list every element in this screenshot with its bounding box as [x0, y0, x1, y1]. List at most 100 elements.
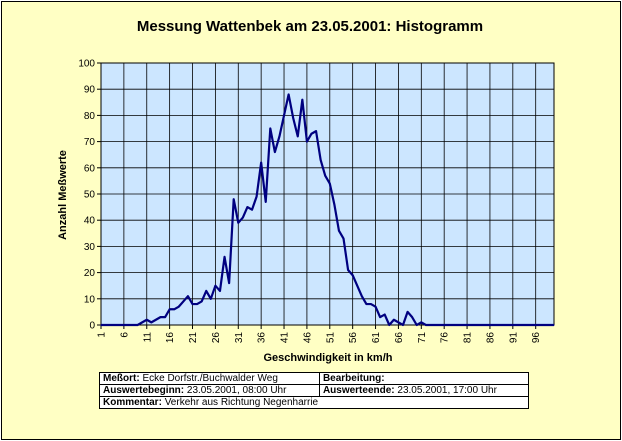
data-point: [223, 256, 226, 258]
x-tick-label: 76: [440, 332, 451, 344]
data-point: [269, 127, 271, 130]
x-tick-label: 21: [188, 332, 199, 344]
data-point: [548, 324, 551, 326]
data-point: [210, 298, 212, 300]
x-tick-label: 51: [325, 332, 336, 344]
data-point: [448, 324, 450, 326]
data-point: [201, 300, 203, 303]
data-point: [461, 324, 464, 326]
data-point: [292, 117, 294, 119]
data-point: [219, 290, 221, 292]
data-point: [246, 206, 249, 208]
data-point: [141, 321, 143, 323]
kommentar-value: Verkehr aus Richtung Negenharrie: [164, 397, 319, 408]
kommentar-cell: Kommentar: Verkehr aus Richtung Negenhar…: [99, 396, 529, 409]
x-tick-label: 61: [371, 332, 382, 344]
auswertebeginn-value: 23.05.2001, 08:00 Uhr: [186, 385, 287, 396]
auswertebeginn-label: Auswertebeginn:: [103, 385, 185, 396]
x-tick-label: 56: [348, 332, 359, 344]
data-point: [489, 324, 491, 326]
data-point: [535, 324, 537, 326]
data-point: [466, 324, 468, 326]
data-point: [480, 324, 482, 326]
messort-value: Ecke Dorfstr./Buchwalder Weg: [142, 373, 278, 384]
x-tick-label: 96: [531, 332, 542, 344]
data-point: [242, 216, 244, 219]
data-point: [164, 316, 166, 318]
data-point: [338, 230, 340, 232]
data-point: [187, 295, 189, 297]
y-tick-label: 60: [84, 163, 96, 174]
data-point: [434, 324, 436, 326]
auswerteende-label: Auswerteende:: [322, 385, 395, 396]
y-tick-label: 80: [84, 111, 96, 122]
data-point: [512, 324, 514, 326]
x-tick-label: 41: [280, 332, 291, 344]
data-point: [278, 135, 281, 137]
data-point: [416, 324, 418, 326]
data-point: [109, 324, 111, 326]
x-tick-label: 11: [142, 332, 153, 343]
data-point: [233, 198, 235, 200]
data-point: [100, 324, 102, 326]
data-point: [123, 324, 125, 326]
y-tick-label: 90: [84, 85, 96, 96]
data-point: [260, 161, 262, 164]
x-tick-label: 81: [463, 332, 474, 344]
data-point: [539, 324, 541, 326]
data-point: [365, 303, 367, 305]
data-point: [342, 237, 345, 240]
data-point: [521, 324, 523, 326]
info-row-auswertung: Auswertebeginn: 23.05.2001, 08:00 Uhr Au…: [99, 384, 530, 397]
data-point: [406, 311, 409, 313]
data-point: [169, 308, 171, 310]
data-point: [173, 308, 175, 310]
data-point: [507, 324, 509, 326]
data-point: [205, 290, 207, 292]
data-point: [475, 324, 477, 326]
y-axis-ticks: 0 10 20 30 40 50 60 70 80 90 100: [78, 59, 101, 332]
x-tick-label: 6: [119, 332, 130, 338]
data-point: [388, 324, 390, 326]
info-table: Meßort: Ecke Dorfstr./Buchwalder Weg Bea…: [99, 372, 530, 409]
data-point: [544, 324, 546, 326]
x-tick-label: 31: [234, 332, 245, 344]
data-point: [370, 303, 372, 305]
x-tick-label: 86: [485, 332, 496, 344]
data-point: [411, 316, 413, 318]
data-point: [484, 324, 486, 326]
y-tick-label: 70: [84, 137, 96, 148]
data-point: [214, 285, 216, 287]
data-point: [283, 114, 285, 116]
data-point: [439, 324, 441, 326]
y-tick-label: 20: [84, 268, 96, 279]
data-point: [393, 319, 395, 321]
x-tick-label: 16: [165, 332, 176, 344]
data-point: [150, 321, 152, 323]
data-point: [159, 316, 162, 318]
x-tick-label: 1: [97, 332, 108, 338]
messort-label: Meßort:: [103, 373, 140, 384]
data-point: [420, 321, 422, 323]
x-tick-label: 91: [508, 332, 519, 344]
data-point: [352, 274, 354, 276]
data-point: [516, 324, 518, 326]
x-axis-ticks: 1 6 11 16 21 26 31 36 41 46 51 56 61 66 71 76 81 86 91 96: [97, 325, 542, 344]
x-tick-label: 46: [302, 332, 313, 344]
data-point: [397, 321, 400, 323]
data-point: [553, 324, 555, 326]
data-point: [443, 324, 445, 326]
x-tick-label: 36: [257, 332, 268, 344]
y-tick-label: 40: [84, 216, 96, 227]
data-point: [530, 324, 532, 326]
bearbeitung-cell: Bearbeitung:: [318, 372, 530, 385]
y-tick-label: 100: [78, 59, 95, 70]
data-point: [237, 222, 239, 224]
data-point: [191, 303, 194, 305]
data-point: [471, 324, 473, 326]
data-point: [324, 175, 326, 177]
data-point: [356, 285, 358, 287]
x-axis-title: Geschwindigkeit in km/h: [264, 352, 393, 364]
data-point: [384, 313, 386, 316]
